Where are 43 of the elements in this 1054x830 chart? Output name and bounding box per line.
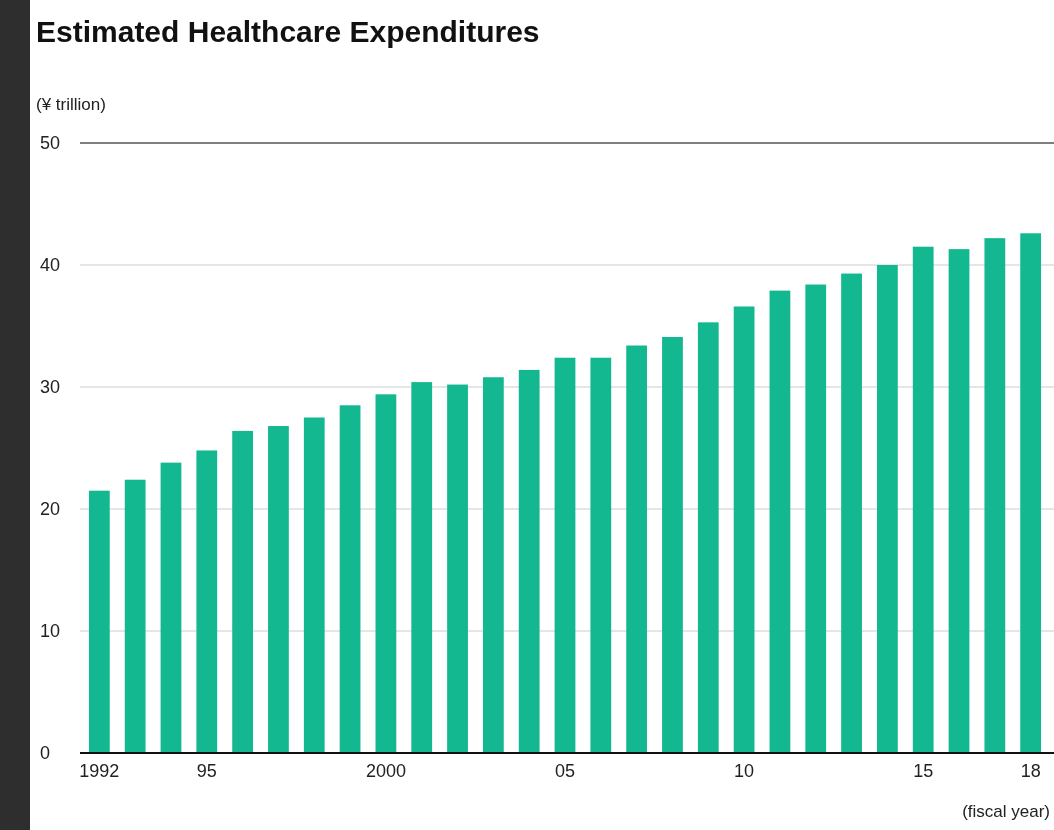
- bar: [339, 405, 361, 753]
- y-tick-label: 20: [40, 499, 61, 519]
- bar: [196, 450, 218, 753]
- bar: [554, 357, 576, 753]
- bar: [912, 246, 934, 753]
- bar: [124, 479, 146, 753]
- bar: [769, 290, 791, 753]
- bar: [626, 345, 648, 753]
- y-tick-label: 50: [40, 133, 61, 153]
- y-tick-label: 40: [40, 255, 61, 275]
- bar: [268, 426, 289, 753]
- bar: [411, 382, 433, 753]
- x-tick-label: 1992: [79, 761, 120, 781]
- x-axis-title: (fiscal year): [962, 802, 1050, 821]
- bar: [662, 336, 683, 753]
- x-tick-label: 05: [554, 761, 576, 781]
- bar: [447, 384, 468, 753]
- bar: [232, 430, 254, 753]
- bar: [984, 238, 1006, 753]
- bar: [805, 284, 827, 753]
- y-tick-label: 30: [40, 377, 61, 397]
- chart-title: Estimated Healthcare Expenditures: [36, 15, 540, 48]
- bar: [160, 462, 182, 753]
- bar: [948, 249, 970, 753]
- bar: [733, 306, 755, 753]
- bar: [841, 273, 862, 753]
- x-tick-label: 15: [913, 761, 934, 781]
- y-axis-title: (¥ trillion): [36, 95, 106, 114]
- bar: [697, 322, 719, 753]
- bar: [88, 490, 110, 753]
- x-tick-label: 95: [196, 761, 217, 781]
- y-tick-label: 10: [40, 621, 61, 641]
- x-tick-label: 10: [734, 761, 755, 781]
- bar: [590, 357, 612, 753]
- x-tick-label: 18: [1020, 761, 1041, 781]
- x-tick-label: 2000: [365, 761, 406, 781]
- y-tick-label: 0: [40, 743, 51, 763]
- bar: [375, 394, 397, 753]
- bar: [482, 377, 504, 753]
- bar: [303, 417, 325, 753]
- bar: [518, 369, 540, 753]
- bar: [876, 265, 898, 753]
- bar: [1020, 233, 1042, 753]
